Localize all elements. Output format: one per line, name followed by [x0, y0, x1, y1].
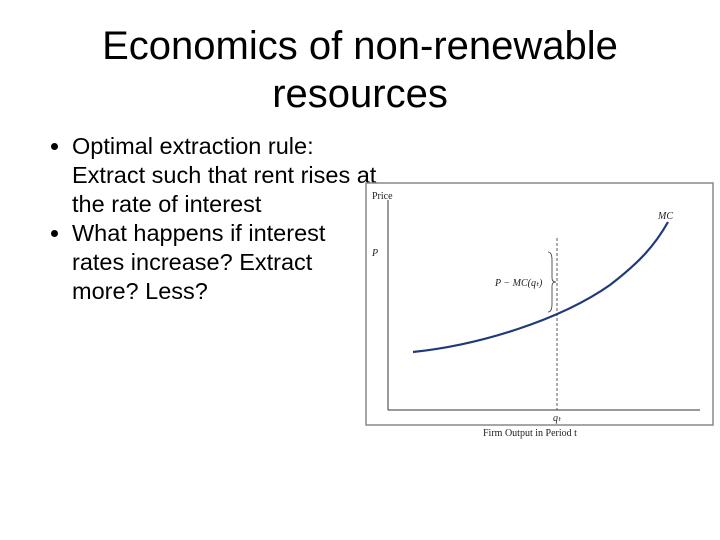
mc-curve — [412, 221, 669, 354]
slide-title: Economics of non-renewable resources — [102, 24, 618, 116]
x-axis-label: Firm Output in Period t — [483, 428, 577, 439]
figure-frame — [365, 182, 714, 426]
rent-brace — [547, 251, 557, 313]
quantity-label: qₜ — [553, 413, 562, 424]
bullet-list: Optimal extraction rule: Extract such th… — [42, 132, 382, 306]
curve-label: MC — [657, 211, 673, 222]
bullet: Optimal extraction rule: Extract such th… — [72, 132, 382, 219]
rent-label: P − MC(qₜ) — [494, 278, 543, 289]
y-axis-label: Price — [372, 191, 393, 202]
bullet: What happens if interest rates increase?… — [72, 219, 382, 306]
price-label: P — [371, 248, 378, 259]
